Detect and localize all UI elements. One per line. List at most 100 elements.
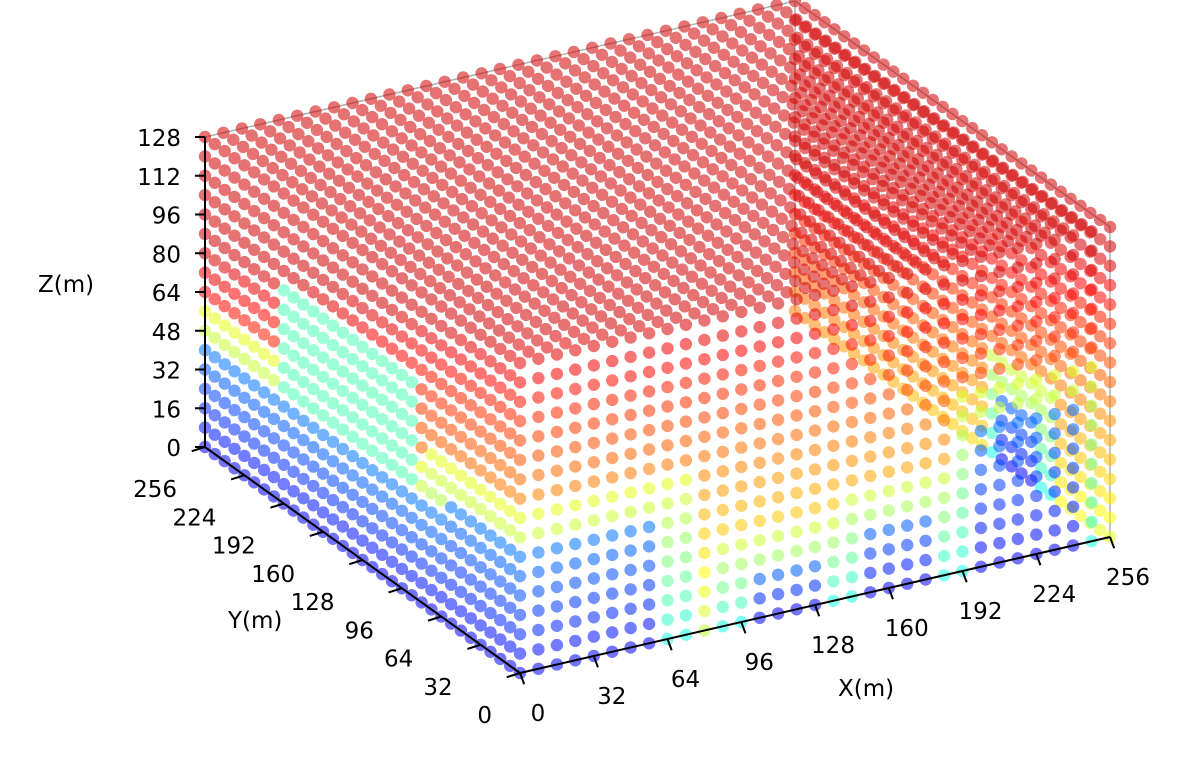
data-point: [444, 326, 458, 340]
data-point: [218, 416, 231, 429]
data-point: [956, 254, 969, 268]
data-point: [561, 93, 574, 107]
data-point: [330, 137, 343, 151]
data-point: [625, 209, 638, 223]
data-point: [1085, 438, 1098, 451]
data-point: [1048, 330, 1061, 343]
data-point: [802, 196, 815, 210]
data-point: [474, 502, 487, 516]
data-point: [867, 191, 881, 204]
data-point: [484, 393, 497, 407]
data-point: [812, 64, 825, 77]
data-point: [615, 62, 628, 76]
data-point: [326, 513, 340, 526]
data-point: [592, 133, 605, 146]
data-point: [556, 300, 570, 313]
data-point: [218, 396, 231, 410]
data-point: [550, 522, 564, 536]
data-point: [771, 394, 785, 407]
data-point: [716, 329, 729, 342]
data-point: [336, 287, 349, 301]
data-point: [612, 287, 625, 300]
data-point: [316, 312, 330, 325]
data-point: [506, 106, 519, 120]
data-point: [1103, 220, 1117, 234]
data-point: [580, 229, 593, 242]
z-tick-label: 80: [152, 242, 181, 268]
data-point: [385, 265, 399, 278]
data-point: [1054, 301, 1068, 315]
data-point: [366, 425, 379, 438]
data-point: [956, 114, 969, 128]
data-point: [444, 307, 458, 320]
data-point: [1054, 495, 1068, 508]
data-point: [589, 96, 603, 110]
data-point: [208, 254, 221, 267]
data-point: [881, 113, 894, 126]
data-point: [560, 75, 573, 88]
data-point: [790, 312, 803, 325]
data-point: [840, 206, 854, 220]
data-point: [893, 157, 906, 170]
data-point: [292, 127, 305, 141]
data-point: [624, 621, 637, 635]
data-point: [637, 113, 651, 127]
data-point: [395, 368, 409, 382]
data-point: [346, 372, 359, 385]
data-point: [583, 284, 597, 298]
data-point: [645, 83, 658, 97]
data-point: [1030, 470, 1043, 483]
data-point: [679, 337, 693, 351]
data-point: [1085, 418, 1098, 432]
data-point: [974, 328, 988, 341]
data-point: [642, 385, 656, 398]
data-point: [947, 126, 960, 139]
data-point: [751, 264, 764, 278]
data-point: [228, 365, 241, 378]
data-point: [366, 405, 379, 419]
data-point: [425, 448, 438, 461]
data-point: [635, 216, 648, 230]
data-point: [425, 312, 438, 325]
data-point: [568, 64, 582, 77]
data-point: [623, 173, 636, 186]
data-point: [624, 389, 637, 402]
data-point: [326, 261, 340, 274]
data-point: [795, 86, 808, 100]
data-point: [698, 527, 711, 540]
data-point: [894, 175, 908, 189]
data-point: [371, 184, 384, 197]
z-tick-label: 96: [152, 204, 181, 230]
data-point: [728, 74, 741, 87]
data-point: [1094, 446, 1107, 459]
data-point: [346, 353, 359, 366]
data-point: [581, 247, 594, 261]
data-point: [471, 151, 485, 165]
data-point: [817, 137, 830, 150]
data-point: [282, 120, 295, 134]
data-point: [624, 428, 637, 441]
data-point: [711, 236, 724, 249]
data-point: [513, 628, 527, 641]
data-point: [504, 349, 517, 363]
x-tick-label: 0: [531, 701, 546, 727]
data-point: [405, 298, 418, 311]
data-point: [468, 236, 481, 250]
data-point: [698, 546, 711, 560]
data-point: [974, 405, 988, 418]
data-point: [919, 360, 932, 373]
data-point: [753, 301, 766, 314]
data-point: [346, 96, 359, 110]
data-point: [607, 214, 620, 227]
data-point: [539, 182, 552, 196]
data-point: [901, 306, 914, 319]
data-point: [679, 589, 693, 603]
data-point: [772, 35, 786, 49]
data-point: [326, 338, 340, 352]
data-point: [790, 467, 803, 480]
data-point: [425, 293, 438, 306]
data-point: [649, 279, 662, 292]
data-point: [586, 321, 599, 334]
data-point: [901, 461, 914, 474]
data-point: [257, 347, 271, 360]
